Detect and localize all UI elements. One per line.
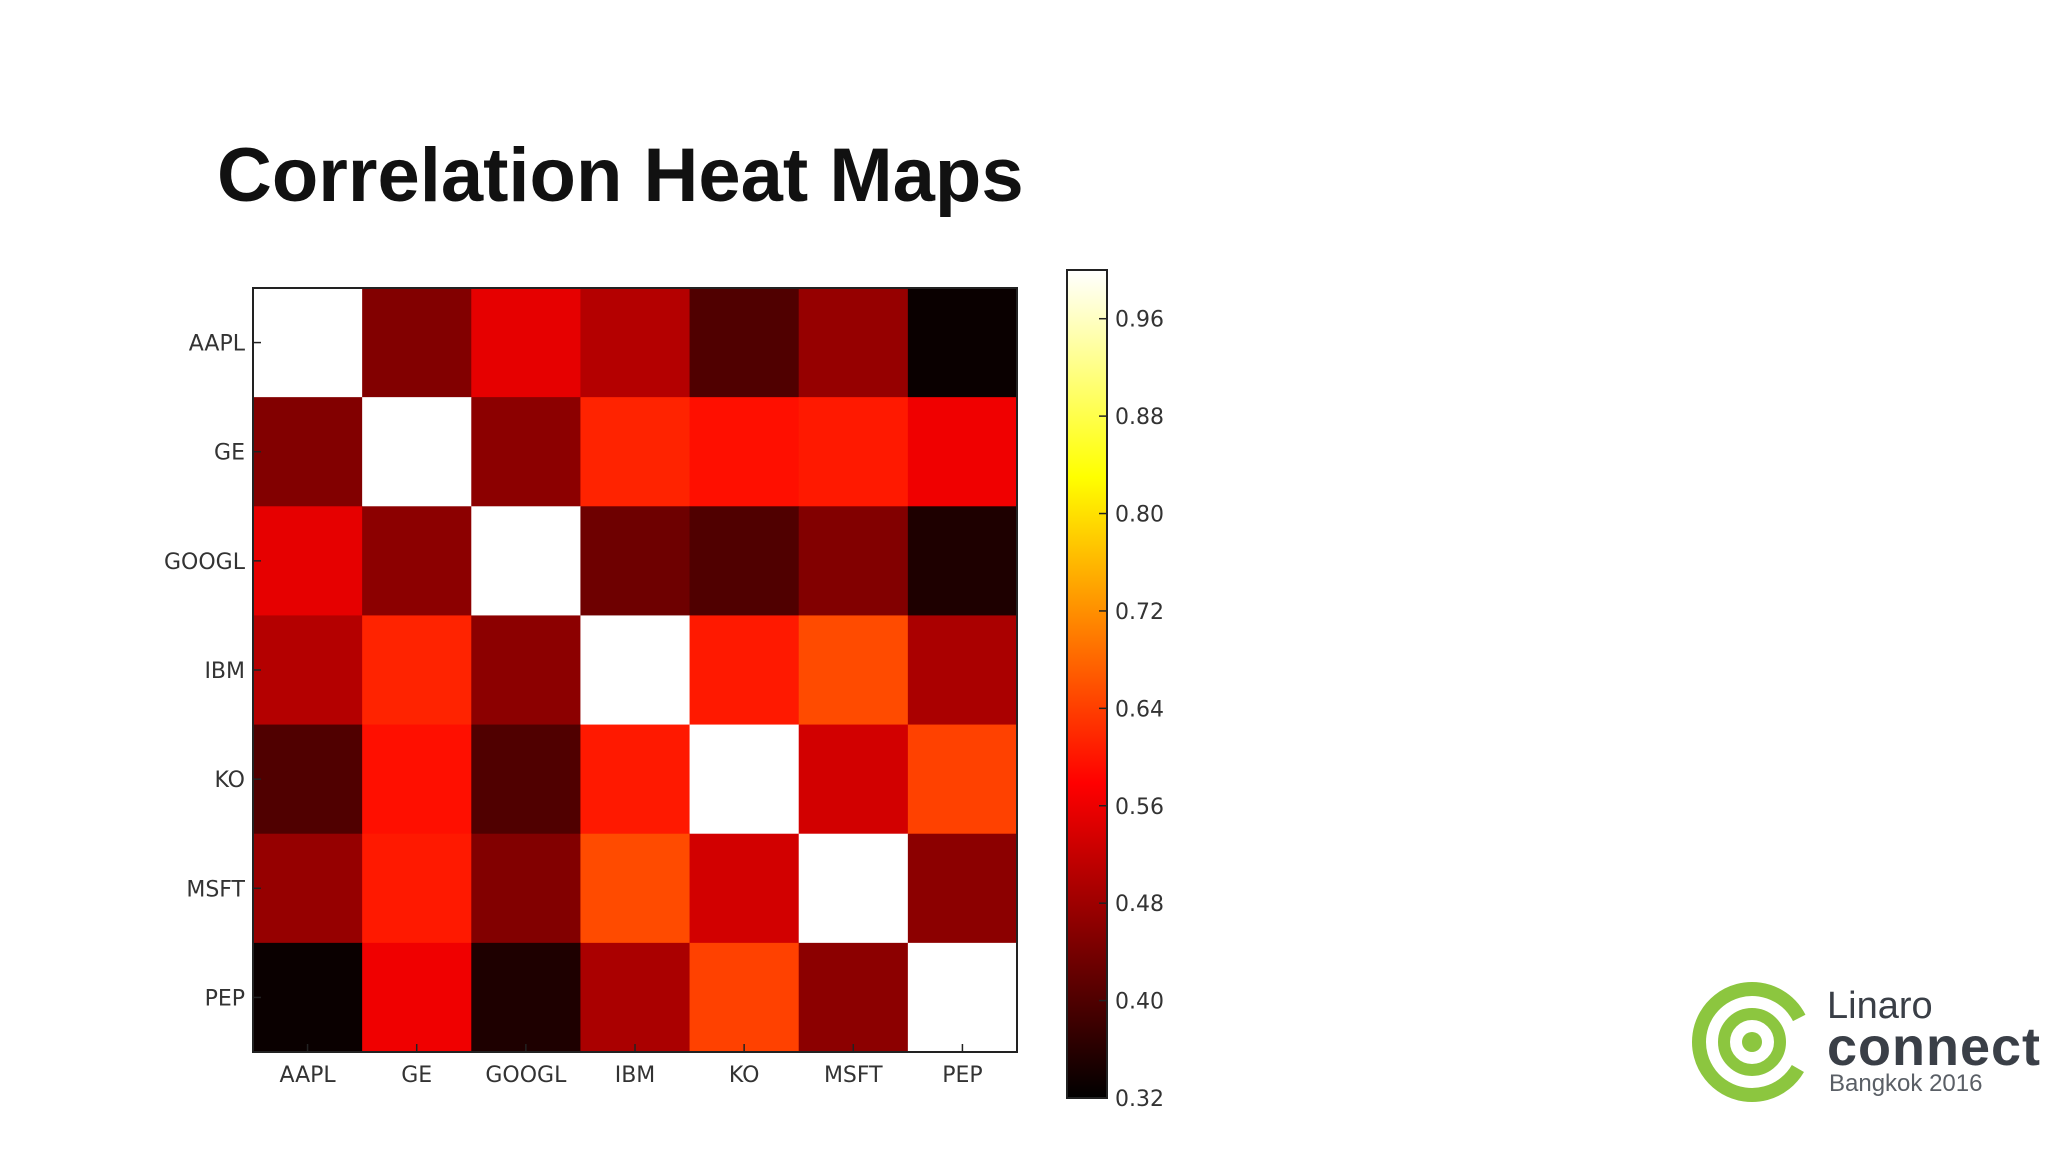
heatmap-cell-msft-ge bbox=[362, 833, 472, 944]
x-axis-ticks: AAPL GE GOOGL IBM KO MSFT PEP bbox=[279, 1044, 983, 1088]
x-tick-label-googl: GOOGL bbox=[485, 1063, 567, 1088]
y-axis-ticks: AAPL GE GOOGL IBM KO MSFT PEP bbox=[164, 332, 261, 1011]
x-tick-label-msft: MSFT bbox=[824, 1063, 883, 1088]
heatmap-cell-ibm-ge bbox=[362, 615, 472, 726]
heatmap-cell-ko-googl bbox=[471, 724, 581, 835]
heatmap-cell-pep-ibm bbox=[580, 942, 691, 1053]
heatmap-cell-ibm-googl bbox=[471, 615, 581, 726]
y-tick-label-msft: MSFT bbox=[186, 877, 245, 902]
colorbar-tick-label: 0.96 bbox=[1115, 308, 1164, 333]
heatmap-cell-ge-googl bbox=[471, 397, 581, 507]
logo-line-event: Bangkok 2016 bbox=[1829, 1070, 1983, 1097]
heatmap-cell-msft-googl bbox=[471, 833, 581, 944]
heatmap-cell-pep-ko bbox=[689, 942, 800, 1053]
x-tick-label-ge: GE bbox=[401, 1063, 432, 1088]
heatmap-cell-msft-msft bbox=[798, 833, 909, 944]
y-tick-label-pep: PEP bbox=[205, 986, 245, 1011]
colorbar-tick-label: 0.40 bbox=[1115, 990, 1164, 1015]
logo-line-connect: connect bbox=[1827, 1017, 2042, 1077]
y-tick-label-googl: GOOGL bbox=[164, 550, 246, 575]
colorbar-tick-label: 0.56 bbox=[1115, 795, 1164, 820]
heatmap-cell-googl-msft bbox=[798, 506, 909, 616]
heatmap-cell-pep-msft bbox=[798, 942, 909, 1053]
y-tick-label-ko: KO bbox=[214, 768, 245, 793]
heatmap-cell-googl-ko bbox=[689, 506, 800, 616]
heatmap-cell-ge-ge bbox=[362, 397, 472, 507]
heatmap-cell-aapl-pep bbox=[907, 288, 1018, 398]
colorbar-tick-label: 0.32 bbox=[1115, 1087, 1164, 1112]
heatmap-cell-ko-ge bbox=[362, 724, 472, 835]
logo-line-linaro: Linaro bbox=[1827, 985, 1933, 1027]
colorbar bbox=[1066, 269, 1108, 1099]
colorbar-tick-label: 0.48 bbox=[1115, 892, 1164, 917]
heatmap-cell-aapl-ko bbox=[689, 288, 800, 398]
heatmap-cell-ibm-ko bbox=[689, 615, 800, 726]
heatmap-cell-aapl-msft bbox=[798, 288, 909, 398]
slide-title: Correlation Heat Maps bbox=[217, 133, 1024, 218]
x-tick-label-ibm: IBM bbox=[615, 1063, 656, 1088]
heatmap-cell-ibm-pep bbox=[907, 615, 1018, 726]
heatmap-cell-ge-pep bbox=[907, 397, 1018, 507]
x-tick-label-pep: PEP bbox=[942, 1063, 982, 1088]
heatmap-cell-googl-ge bbox=[362, 506, 472, 616]
colorbar-tick-label: 0.88 bbox=[1115, 405, 1164, 430]
heatmap-cell-googl-googl bbox=[471, 506, 581, 616]
colorbar-tick-label: 0.80 bbox=[1115, 503, 1164, 528]
heatmap-cell-ibm-ibm bbox=[580, 615, 691, 726]
heatmap-cell-ge-ibm bbox=[580, 397, 691, 507]
y-tick-label-aapl: AAPL bbox=[189, 332, 246, 357]
heatmap-cell-ge-aapl bbox=[253, 397, 363, 507]
heatmap-cell-pep-pep bbox=[907, 942, 1018, 1053]
heatmap-cells bbox=[253, 288, 1018, 1053]
colorbar-ticks: 0.32 0.40 0.48 0.56 0.64 0.72 0.80 0.88 0.96 bbox=[1099, 308, 1164, 1112]
heatmap-cell-ko-pep bbox=[907, 724, 1018, 835]
x-tick-label-aapl: AAPL bbox=[279, 1063, 336, 1088]
y-tick-label-ge: GE bbox=[214, 441, 245, 466]
heatmap-cell-ibm-aapl bbox=[253, 615, 363, 726]
colorbar-tick-label: 0.64 bbox=[1115, 697, 1164, 722]
linaro-logo-icon bbox=[1692, 982, 1812, 1102]
heatmap-cell-pep-aapl bbox=[253, 942, 363, 1053]
heatmap-cell-ge-msft bbox=[798, 397, 909, 507]
heatmap-cell-googl-pep bbox=[907, 506, 1018, 616]
heatmap-cell-ko-ko bbox=[689, 724, 800, 835]
heatmap-cell-googl-ibm bbox=[580, 506, 691, 616]
heatmap-cell-pep-googl bbox=[471, 942, 581, 1053]
heatmap-cell-aapl-aapl bbox=[253, 288, 363, 398]
heatmap-cell-aapl-ibm bbox=[580, 288, 691, 398]
heatmap-cell-googl-aapl bbox=[253, 506, 363, 616]
heatmap-cell-pep-ge bbox=[362, 942, 472, 1053]
heatmap-cell-msft-aapl bbox=[253, 833, 363, 944]
heatmap-cell-ko-aapl bbox=[253, 724, 363, 835]
colorbar-tick-label: 0.72 bbox=[1115, 600, 1164, 625]
x-tick-label-ko: KO bbox=[729, 1063, 760, 1088]
heatmap-cell-msft-ko bbox=[689, 833, 800, 944]
heatmap-cell-msft-ibm bbox=[580, 833, 691, 944]
heatmap-cell-aapl-ge bbox=[362, 288, 472, 398]
heatmap-cell-aapl-googl bbox=[471, 288, 581, 398]
y-tick-label-ibm: IBM bbox=[204, 659, 245, 684]
heatmap-cell-ge-ko bbox=[689, 397, 800, 507]
heatmap-cell-ko-ibm bbox=[580, 724, 691, 835]
heatmap-cell-msft-pep bbox=[907, 833, 1018, 944]
heatmap-cell-ko-msft bbox=[798, 724, 909, 835]
heatmap-cell-ibm-msft bbox=[798, 615, 909, 726]
